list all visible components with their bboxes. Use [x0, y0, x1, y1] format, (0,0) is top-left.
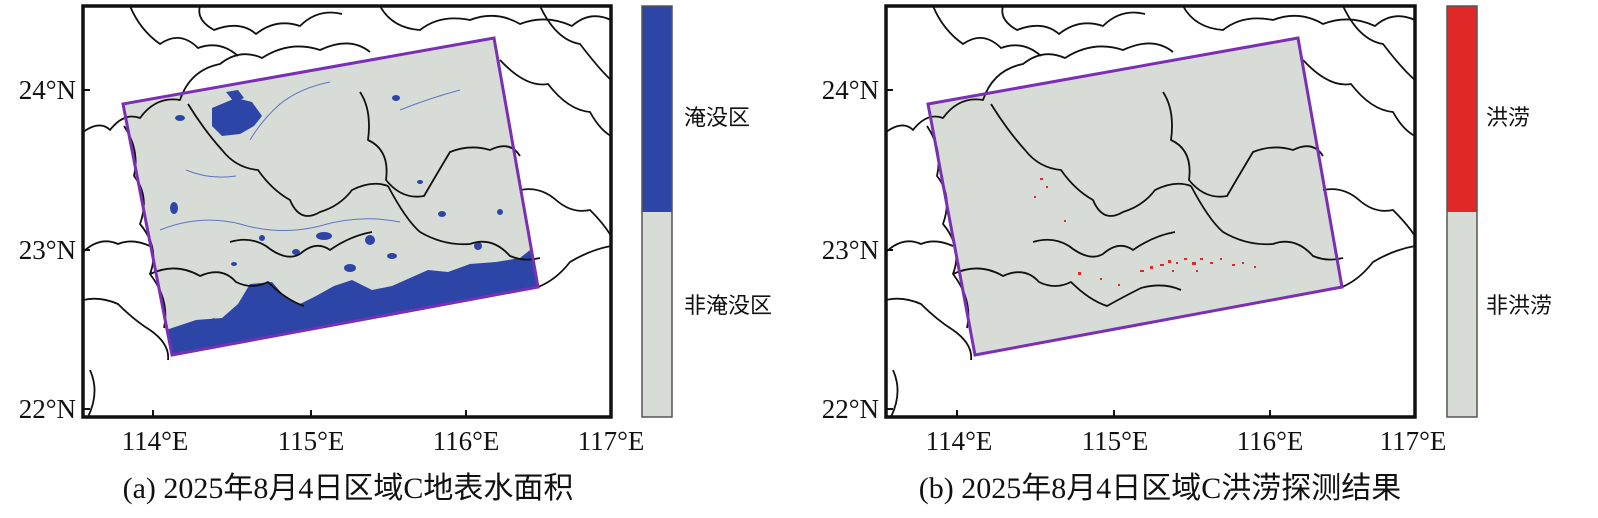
y-tick-label-b-24: 24°N — [822, 75, 879, 105]
borders-a — [83, 6, 611, 417]
legend-swatch-b-flood — [1447, 6, 1477, 212]
legend-swatch-a-nonflooded — [642, 212, 672, 417]
caption-b: (b) 2025年8月4日区域C洪涝探测结果 — [919, 472, 1402, 505]
y-tick-label-a-22: 22°N — [19, 394, 76, 424]
study-region-outline-a — [121, 36, 540, 357]
panel-b: 24°N 23°N 22°N 114°E 115°E 116°E 117°E 洪… — [822, 4, 1552, 505]
legend-swatch-b-nonflood — [1447, 212, 1477, 417]
map-frame-b — [884, 4, 1417, 419]
y-tick-label-b-23: 23°N — [822, 235, 879, 265]
x-axis-b — [956, 410, 1416, 417]
map-frame-a — [81, 4, 613, 419]
sea-water-a — [166, 250, 538, 355]
y-axis-a — [83, 89, 90, 410]
rivers-a — [159, 81, 461, 231]
x-tick-label-b-114: 114°E — [926, 426, 993, 456]
inland-water-a — [170, 90, 503, 348]
legend-label-b-flood: 洪涝 — [1486, 106, 1530, 131]
study-region-outline-b — [926, 36, 1344, 357]
x-tick-label-b-116: 116°E — [1237, 426, 1304, 456]
x-axis-a — [152, 410, 612, 417]
legend-a: 淹没区 非淹没区 — [641, 5, 772, 418]
caption-a: (a) 2025年8月4日区域C地表水面积 — [123, 472, 574, 505]
legend-label-b-nonflood: 非洪涝 — [1486, 294, 1552, 319]
y-axis-b — [886, 89, 893, 410]
x-tick-label-a-117: 117°E — [578, 426, 645, 456]
x-tick-label-a-114: 114°E — [122, 426, 189, 456]
map-b — [886, 6, 1415, 417]
y-tick-label-a-23: 23°N — [19, 235, 76, 265]
x-tick-label-a-116: 116°E — [433, 426, 500, 456]
legend-b: 洪涝 非洪涝 — [1446, 5, 1552, 418]
x-tick-label-a-115: 115°E — [278, 426, 345, 456]
legend-label-a-flooded: 淹没区 — [684, 106, 750, 131]
flood-pixels-b — [1034, 178, 1256, 286]
legend-label-a-nonflooded: 非淹没区 — [684, 294, 772, 319]
y-tick-label-a-24: 24°N — [19, 75, 76, 105]
y-tick-label-b-22: 22°N — [822, 394, 879, 424]
x-tick-label-b-117: 117°E — [1380, 426, 1447, 456]
panel-a: 24°N 23°N 22°N 114°E 115°E 116°E 117°E 淹… — [19, 4, 772, 505]
legend-swatch-a-flooded — [642, 6, 672, 212]
map-a — [83, 6, 611, 417]
x-tick-label-b-115: 115°E — [1082, 426, 1149, 456]
